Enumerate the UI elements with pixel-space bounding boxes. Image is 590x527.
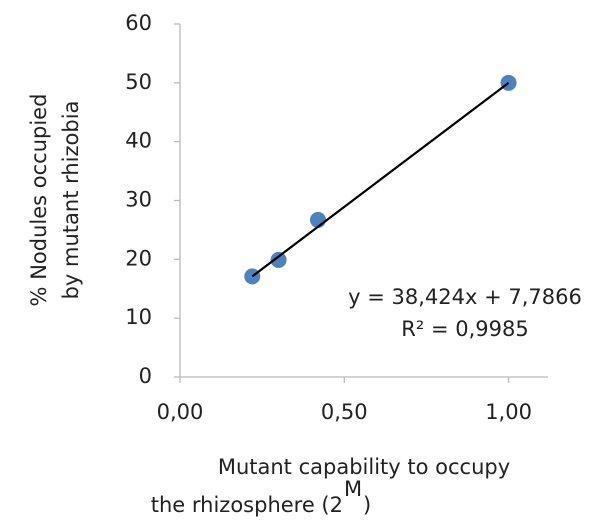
y-tick-label: 30 <box>125 188 152 212</box>
y-tick-label: 40 <box>125 129 152 153</box>
y-tick-label: 0 <box>139 364 152 388</box>
y-axis-label: by mutant rhizobia <box>59 101 83 300</box>
x-tick-label: 1,00 <box>485 400 532 424</box>
data-point <box>270 251 287 268</box>
y-tick-label: 20 <box>125 246 152 270</box>
trendline <box>251 81 510 278</box>
x-tick-label: 0,00 <box>157 400 204 424</box>
x-axis-label: the rhizosphere (2 <box>151 493 343 517</box>
y-tick-label: 60 <box>125 11 152 35</box>
trendline-equation: y = 38,424x + 7,7866 <box>348 285 582 309</box>
x-tick-label: 0,50 <box>321 400 368 424</box>
x-axis-label: Mutant capability to occupy <box>218 455 510 479</box>
x-axis-label: ) <box>363 493 371 517</box>
y-tick-label: 10 <box>125 305 152 329</box>
trendline-r-squared: R² = 0,9985 <box>401 317 528 341</box>
x-axis-label-superscript: M <box>344 477 362 501</box>
y-tick-label: 50 <box>125 70 152 94</box>
y-axis-label: % Nodules occupied <box>27 94 51 307</box>
